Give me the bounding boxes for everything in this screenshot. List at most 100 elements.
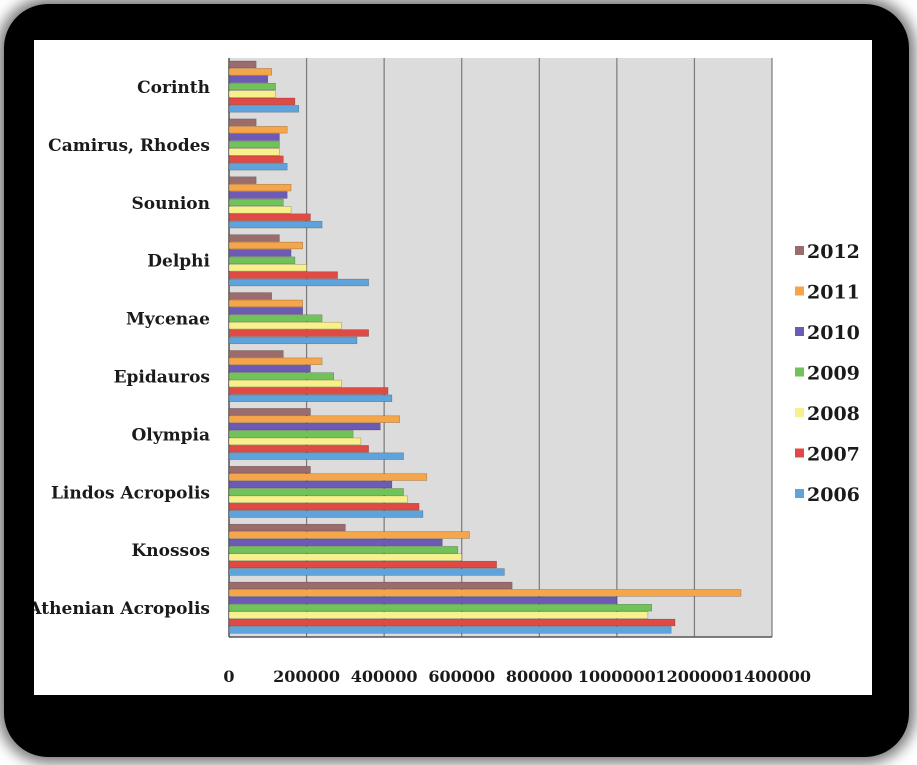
legend-swatch: [795, 286, 804, 296]
category-label: Olympia: [132, 425, 211, 445]
legend-swatch: [795, 408, 804, 417]
bar: [228, 445, 369, 453]
bar: [228, 163, 288, 171]
category-label: Athenian Acropolis: [34, 599, 210, 619]
bar: [228, 589, 742, 597]
category-label: Epidauros: [114, 367, 210, 387]
bar: [228, 510, 424, 518]
bar: [228, 176, 257, 184]
x-tick-label: 800000: [506, 667, 573, 686]
bar: [228, 307, 303, 315]
bar: [228, 473, 428, 481]
bar: [228, 292, 272, 300]
bar: [228, 234, 280, 242]
legend-label: 2006: [807, 484, 860, 506]
bar: [228, 408, 311, 416]
legend-label: 2007: [807, 444, 860, 466]
bar: [228, 437, 362, 446]
bar: [228, 546, 459, 554]
bar: [228, 75, 269, 83]
legend-label: 2008: [807, 403, 860, 425]
bar: [228, 241, 303, 250]
bar: [228, 206, 292, 214]
bar: [228, 394, 393, 402]
bar: [228, 488, 404, 496]
legend-label: 2009: [807, 363, 860, 385]
bar: [228, 198, 284, 207]
bar: [228, 466, 311, 474]
bar: [228, 126, 288, 134]
category-label: Mycenae: [126, 310, 210, 330]
bars: [228, 60, 742, 634]
category-label: Delphi: [147, 252, 210, 272]
category-label: Lindos Acropolis: [51, 483, 210, 503]
bar: [228, 480, 393, 489]
bar: [228, 604, 653, 612]
bar: [228, 329, 369, 337]
bar: [228, 68, 272, 76]
bar: [228, 97, 296, 106]
legend-swatch: [795, 489, 804, 498]
legend-swatch: [795, 327, 804, 336]
bar-chart: Corinth Camirus, Rhodes Sounion Delphi Mycen…: [34, 58, 860, 686]
bar: [228, 60, 257, 69]
category-label: Knossos: [131, 541, 210, 561]
chart-panel: Corinth Camirus, Rhodes Sounion Delphi Mycen…: [34, 40, 872, 695]
x-tick-label: 0: [223, 667, 234, 686]
bar: [228, 422, 381, 431]
bar: [228, 140, 280, 149]
bar: [228, 626, 672, 634]
legend-label: 2011: [807, 282, 860, 304]
bar: [228, 531, 470, 539]
bar: [228, 415, 400, 423]
bar: [228, 183, 292, 192]
bar: [228, 155, 284, 163]
bar: [228, 133, 280, 141]
bar: [228, 264, 307, 272]
bar: [228, 90, 276, 98]
bar: [228, 256, 296, 264]
bar: [228, 336, 358, 345]
x-tick-label: 400000: [351, 667, 418, 686]
bar: [228, 503, 420, 511]
x-tick-label: 200000: [273, 667, 340, 686]
category-label: Corinth: [137, 78, 210, 98]
bar: [228, 568, 505, 576]
bar: [228, 299, 303, 308]
category-labels: Corinth Camirus, Rhodes Sounion Delphi Mycen…: [34, 78, 211, 619]
bar: [228, 523, 346, 532]
bar: [228, 372, 334, 380]
bar: [228, 553, 462, 561]
bar: [228, 191, 288, 199]
bar: [228, 379, 342, 388]
bar: [228, 560, 497, 569]
legend: 2012 2011 2010 2009 2008 2007 2006: [795, 241, 860, 506]
legend-swatch: [795, 367, 804, 377]
bar: [228, 430, 354, 438]
bar: [228, 596, 618, 604]
bar: [228, 387, 389, 395]
bar: [228, 321, 342, 330]
bar: [228, 314, 323, 322]
bar: [228, 581, 513, 590]
bar: [228, 118, 257, 126]
bar: [228, 148, 280, 156]
bar: [228, 350, 284, 358]
bar: [228, 452, 404, 460]
legend-label: 2010: [807, 322, 860, 344]
category-label: Camirus, Rhodes: [48, 136, 210, 156]
bar: [228, 278, 369, 287]
bar: [228, 213, 311, 221]
bar: [228, 495, 408, 503]
x-tick-labels: 0 200000 400000 600000 800000 1000000 1200000 1…: [223, 667, 811, 686]
category-label: Sounion: [132, 194, 211, 214]
bar: [228, 357, 323, 365]
bar: [228, 82, 276, 91]
bar: [228, 220, 323, 229]
bar: [228, 365, 311, 373]
x-tick-label: 600000: [428, 667, 495, 686]
bar: [228, 271, 338, 279]
x-tick-label: 1200000: [655, 667, 733, 686]
bar: [228, 618, 676, 627]
legend-swatch: [795, 246, 804, 255]
